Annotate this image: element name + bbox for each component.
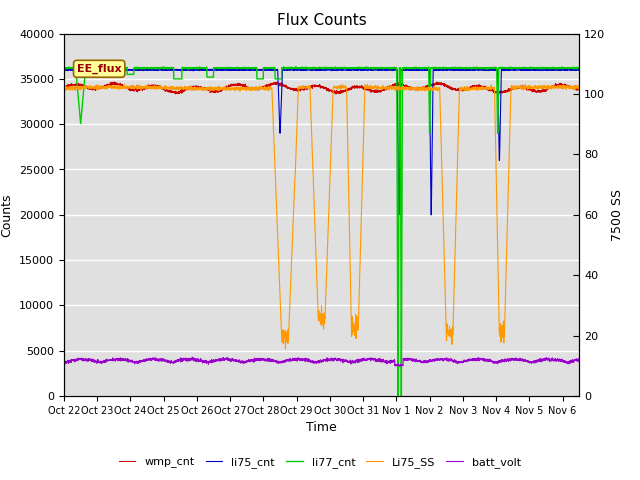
Y-axis label: 7500 SS: 7500 SS <box>611 189 624 241</box>
batt_volt <box>150 356 157 361</box>
Li75_SS <box>258 85 266 91</box>
li77_cnt <box>258 76 266 82</box>
wmp_cnt <box>280 83 288 89</box>
li75_cnt <box>280 67 288 72</box>
wmp_cnt <box>150 84 157 89</box>
Li75_SS <box>364 82 371 87</box>
Li75_SS <box>119 84 127 90</box>
Li75_SS <box>566 84 573 89</box>
batt_volt <box>396 363 404 369</box>
li75_cnt <box>60 67 68 72</box>
Li75_SS <box>280 333 288 338</box>
li77_cnt <box>394 393 402 399</box>
li75_cnt <box>575 67 583 72</box>
wmp_cnt <box>258 86 266 92</box>
li77_cnt <box>150 65 157 71</box>
Y-axis label: Counts: Counts <box>1 193 13 237</box>
wmp_cnt <box>510 85 518 91</box>
li77_cnt <box>575 65 583 71</box>
Li75_SS <box>282 346 289 352</box>
Legend: wmp_cnt, li75_cnt, li77_cnt, Li75_SS, batt_volt: wmp_cnt, li75_cnt, li77_cnt, Li75_SS, ba… <box>115 452 525 472</box>
li75_cnt <box>566 67 573 73</box>
li77_cnt <box>280 64 288 70</box>
X-axis label: Time: Time <box>306 421 337 434</box>
batt_volt <box>280 359 288 364</box>
batt_volt <box>258 357 266 363</box>
li75_cnt <box>395 212 403 217</box>
wmp_cnt <box>575 86 583 92</box>
wmp_cnt <box>119 84 127 90</box>
wmp_cnt <box>566 83 573 88</box>
Text: EE_flux: EE_flux <box>77 64 122 74</box>
Li75_SS <box>60 84 68 90</box>
batt_volt <box>510 356 518 361</box>
li75_cnt <box>81 66 88 72</box>
li75_cnt <box>510 67 518 73</box>
li75_cnt <box>258 67 266 72</box>
wmp_cnt <box>60 84 68 90</box>
Line: wmp_cnt: wmp_cnt <box>64 82 579 94</box>
batt_volt <box>60 358 68 364</box>
Title: Flux Counts: Flux Counts <box>276 13 367 28</box>
wmp_cnt <box>332 91 340 97</box>
Line: batt_volt: batt_volt <box>64 357 579 366</box>
Li75_SS <box>150 84 157 89</box>
li77_cnt <box>119 65 127 71</box>
li77_cnt <box>60 64 68 70</box>
wmp_cnt <box>110 79 118 85</box>
li77_cnt <box>566 65 573 71</box>
Li75_SS <box>510 87 518 93</box>
Line: li77_cnt: li77_cnt <box>64 67 579 396</box>
batt_volt <box>189 354 196 360</box>
li75_cnt <box>119 67 127 73</box>
batt_volt <box>566 359 573 364</box>
Line: li75_cnt: li75_cnt <box>64 69 579 215</box>
li77_cnt <box>280 65 288 71</box>
li75_cnt <box>150 67 157 72</box>
li77_cnt <box>510 65 518 71</box>
Li75_SS <box>575 84 583 90</box>
batt_volt <box>575 358 583 363</box>
batt_volt <box>119 358 127 363</box>
Line: Li75_SS: Li75_SS <box>64 84 579 349</box>
